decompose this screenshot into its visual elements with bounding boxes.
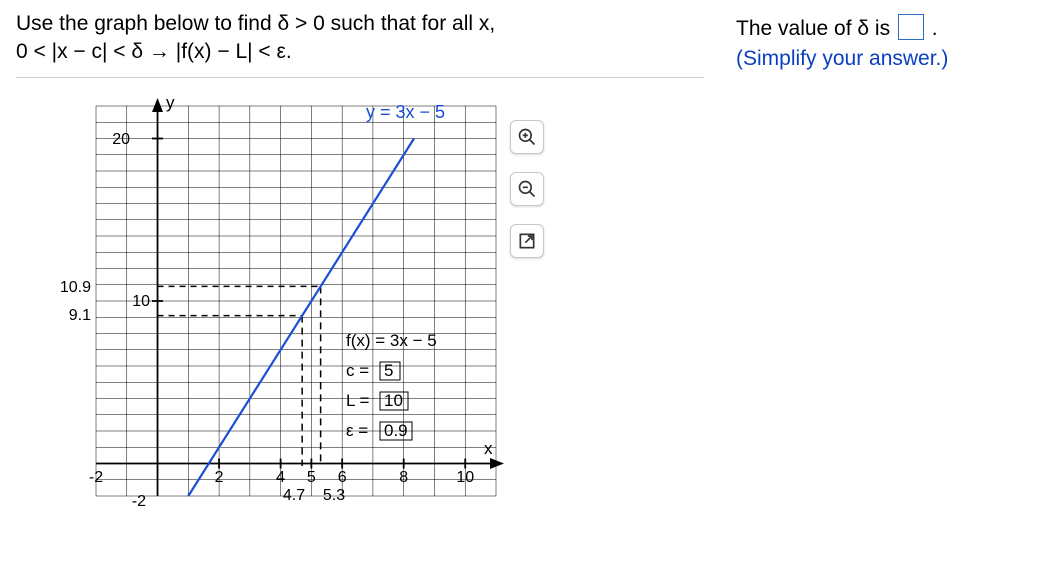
svg-text:10: 10 xyxy=(384,391,403,410)
zoom-in-icon xyxy=(517,127,537,147)
zoom-out-button[interactable] xyxy=(510,172,544,206)
ylab-10p9: 10.9 xyxy=(60,279,91,296)
xlab-5p3: 5.3 xyxy=(323,487,345,504)
xtick-10: 10 xyxy=(456,469,474,486)
popout-button[interactable] xyxy=(510,224,544,258)
xtick-2: 2 xyxy=(215,469,224,486)
zoom-in-button[interactable] xyxy=(510,120,544,154)
problem-line2: 0 < |x − c| < δ → |f(x) − L| < ε. xyxy=(16,38,704,66)
line-equation: y = 3x − 5 xyxy=(366,102,445,122)
label-eps: ε = xyxy=(346,421,368,440)
simplify-hint: (Simplify your answer.) xyxy=(736,47,1036,71)
y-axis-label: y xyxy=(166,93,175,112)
xtick-6: 6 xyxy=(338,469,347,486)
ytick-10: 10 xyxy=(132,293,150,310)
x-axis-label: x xyxy=(484,439,493,458)
answer-prefix: The value of δ is xyxy=(736,17,896,40)
ylab-9p1: 9.1 xyxy=(69,307,91,324)
axes xyxy=(96,98,504,496)
xtick-4: 4 xyxy=(276,469,285,486)
ytick-neg2: -2 xyxy=(132,493,146,510)
problem-line1: Use the graph below to find δ > 0 such t… xyxy=(16,10,704,38)
svg-text:0.9: 0.9 xyxy=(384,421,408,440)
answer-suffix: . xyxy=(932,17,938,40)
xtick-8: 8 xyxy=(399,469,408,486)
label-L: L = xyxy=(346,391,370,410)
graph-area: y x 20 10 -2 10.9 9.1 -2 2 4 5 6 8 10 xyxy=(36,86,516,526)
xtick-neg2: -2 xyxy=(89,469,103,486)
zoom-out-icon xyxy=(517,179,537,199)
popout-icon xyxy=(517,231,537,251)
svg-text:5: 5 xyxy=(384,361,393,380)
xtick-5: 5 xyxy=(307,469,316,486)
ytick-20: 20 xyxy=(112,131,130,148)
label-c: c = xyxy=(346,361,369,380)
xlab-4p7: 4.7 xyxy=(283,487,305,504)
label-fx: f(x) = 3x − 5 xyxy=(346,331,437,350)
delta-input[interactable] xyxy=(898,14,924,40)
